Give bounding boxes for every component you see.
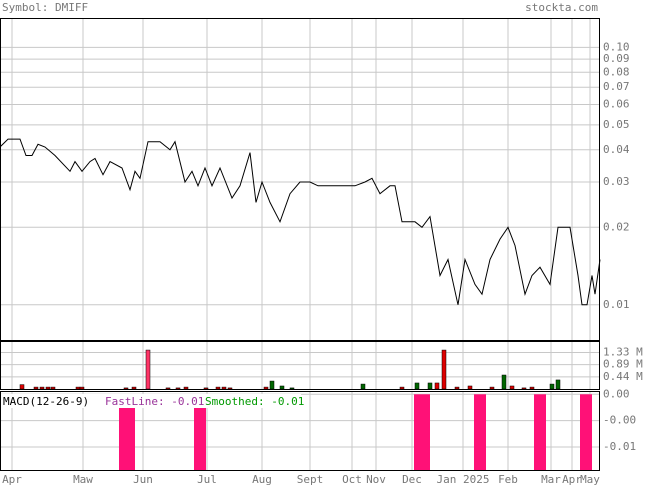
macd-bar [198,394,202,470]
volume-bar [521,387,527,390]
macd-bar [580,394,584,470]
volume-bar [269,380,275,390]
volume-bar [215,386,221,390]
y-tick-label: 0.02 [603,220,630,233]
volume-bar [183,386,189,390]
y-tick-label: 1.33 M [603,346,643,359]
y-tick-label: 0.01 [603,298,630,311]
volume-bar [489,386,495,390]
y-tick-label: 0.04 [603,143,630,156]
x-tick-label: Maw [73,473,93,486]
macd-bar [131,394,135,470]
macd-bar [127,394,131,470]
y-tick-label: 0.05 [603,118,630,131]
x-tick-label: Mar [541,473,561,486]
x-tick-label: Jul [197,473,217,486]
volume-bar [75,386,81,390]
volume-bar [39,386,45,390]
macd-bar [418,394,422,470]
volume-bar [509,385,515,390]
macd-label: MACD(12-26-9) [3,395,89,408]
volume-bar [79,386,85,390]
volume-bar [33,386,39,390]
macd-bar [194,394,198,470]
volume-bar [501,374,507,390]
macd-bar [422,394,426,470]
macd-bar [588,394,592,470]
fast-label: FastLine: -0.01 [105,395,204,408]
y-tick-label: 0.00 [603,387,630,400]
volume-bar [145,349,151,390]
volume-bar [175,387,181,390]
volume-bar [45,386,51,390]
smooth-label: Smoothed: -0.01 [205,395,304,408]
y-tick-label: 0.89 M [603,358,643,371]
x-tick-label: Dec [402,473,422,486]
y-tick-label: 0.08 [603,65,630,78]
panel-border [0,341,600,390]
y-tick-label: 0.03 [603,175,630,188]
macd-bar [119,394,123,470]
y-tick-label: 0.09 [603,52,630,65]
x-tick-label: Nov [366,473,386,486]
volume-bar [227,387,233,390]
volume-bar [454,386,460,390]
y-tick-label: 0.10 [603,40,630,53]
volume-bar [165,387,171,390]
macd-bar [534,394,538,470]
macd-bar [426,394,430,470]
volume-bar [131,386,137,390]
volume-bar [399,386,405,390]
site: stockta.com [525,1,598,14]
volume-bar [289,387,295,390]
volume-bar [221,386,227,390]
macd-bar [474,394,478,470]
volume-bar [529,386,535,390]
macd-bar [478,394,482,470]
x-tick-label: Jan 2025 [437,473,490,486]
y-tick-label: 0.44 M [603,370,643,383]
volume-bar [555,379,561,390]
y-tick-label: -0.01 [603,440,636,453]
volume-bar [549,383,555,390]
volume-bar [263,386,269,390]
volume-bar [279,385,285,390]
panel-border [0,391,600,471]
x-tick-label: Apr [2,473,22,486]
symbol: Symbol: DMIFF [2,1,88,14]
volume-bar [360,383,366,390]
volume-bar [441,349,447,390]
x-tick-label: Apr [562,473,582,486]
x-tick-label: Aug [252,473,272,486]
y-tick-label: 0.07 [603,80,630,93]
volume-bar [203,387,209,390]
volume-bar [434,382,440,390]
y-tick-label: 0.06 [603,97,630,110]
macd-bar [584,394,588,470]
macd-bar [542,394,546,470]
macd-bar [202,394,206,470]
volume-bar [467,385,473,390]
volume-bar [50,386,56,390]
price-line [0,138,601,306]
volume-bar [427,382,433,390]
legend-bg [1,394,301,408]
x-tick-label: May [580,473,600,486]
volume-bar [19,384,25,390]
panel-border [0,18,600,341]
x-tick-label: Oct [342,473,362,486]
macd-bar [123,394,127,470]
y-tick-label: -0.00 [603,414,636,427]
volume-bar [414,382,420,390]
macd-bar [538,394,542,470]
volume-bar [123,387,129,390]
macd-bar [414,394,418,470]
x-tick-label: Sept [297,473,324,486]
x-tick-label: Jun [133,473,153,486]
macd-bar [482,394,486,470]
x-tick-label: Feb [498,473,518,486]
